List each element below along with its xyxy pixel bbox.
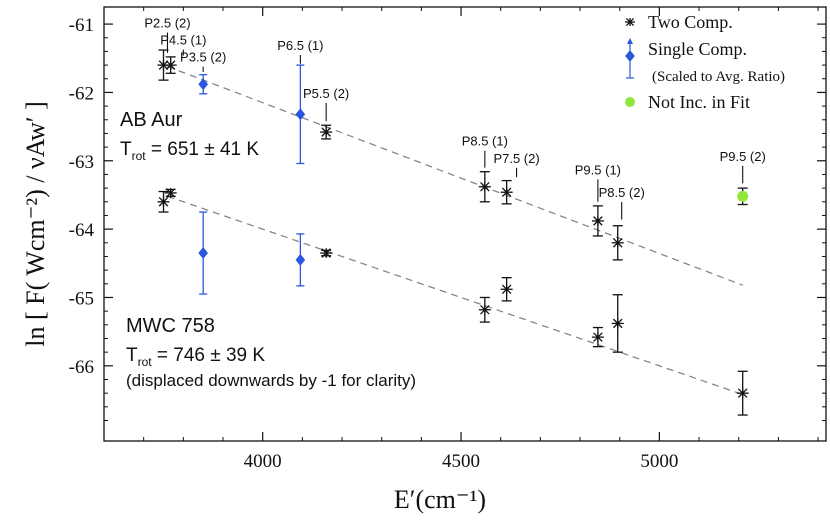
y-tick-label: -62	[69, 83, 94, 104]
line-annotation-label: P4.5 (1)	[160, 33, 206, 48]
legend-marker-two-comp	[625, 17, 635, 27]
asterisk-marker	[320, 248, 333, 258]
circle-marker	[737, 190, 749, 202]
y-tick-label: -61	[69, 15, 94, 36]
data-point-two	[591, 205, 604, 237]
legend-marker-single-comp	[625, 38, 635, 79]
x-tick-label: 4000	[244, 451, 282, 472]
legend: Two Comp. Single Comp. (Scaled to Avg. R…	[625, 12, 785, 112]
asterisk-marker	[478, 304, 491, 315]
x-axis-title: E′(cm⁻¹)	[394, 485, 486, 514]
line-annotation-label: P8.5 (1)	[462, 134, 508, 149]
data-point-two	[320, 124, 333, 140]
data-point-two	[591, 326, 604, 348]
legend-circle-marker	[625, 97, 635, 107]
asterisk-marker	[164, 60, 177, 70]
asterisk-marker	[157, 196, 170, 207]
x-tick-label: 4500	[442, 451, 480, 472]
data-point-two	[157, 190, 170, 213]
data-point-single	[198, 211, 208, 295]
legend-arrow-head	[627, 38, 633, 44]
fit-line	[167, 195, 743, 396]
group-label-ab-aur: AB Aur	[120, 109, 183, 131]
legend-sublabel-single-comp: (Scaled to Avg. Ratio)	[652, 69, 785, 85]
line-annotation-label: P7.5 (2)	[493, 151, 539, 166]
line-annotation-label: P2.5 (2)	[144, 16, 190, 31]
legend-label-single-comp: Single Comp.	[648, 39, 747, 59]
x-tick-label: 5000	[640, 451, 678, 472]
asterisk-marker	[625, 17, 635, 27]
line-annotation-label: P3.5 (2)	[180, 50, 226, 65]
group-label-mwc-758: MWC 758	[126, 315, 215, 337]
line-annotation-label: P9.5 (1)	[575, 162, 621, 177]
legend-label-two-comp: Two Comp.	[648, 12, 733, 32]
diamond-marker	[198, 247, 208, 260]
asterisk-marker	[611, 318, 624, 329]
line-annotation-label: P8.5 (2)	[599, 185, 645, 200]
asterisk-marker	[591, 332, 604, 342]
data-point-single	[295, 64, 306, 165]
line-annotation-label: P9.5 (2)	[720, 149, 766, 164]
asterisk-marker	[320, 127, 333, 137]
data-point-two	[164, 188, 177, 198]
axis-ticks: 4000 4500 5000 -66 -65 -64 -63 -62 -61	[69, 7, 826, 472]
trot-label-mwc-758: Trot = 746 ± 39 K	[126, 345, 265, 369]
data-point-two	[611, 294, 624, 353]
displacement-note: (displaced downwards by -1 for clarity)	[126, 371, 416, 390]
asterisk-marker	[736, 388, 749, 398]
y-tick-label: -65	[69, 288, 94, 309]
asterisk-marker	[500, 187, 513, 198]
data-point-excluded	[737, 187, 749, 206]
y-axis-title: ln [ F( Wcm⁻²) / νAw′ ]	[21, 101, 50, 347]
data-point-single	[295, 233, 306, 287]
asterisk-marker	[591, 216, 604, 226]
trot-label-ab-aur: Trot = 651 ± 41 K	[120, 139, 259, 163]
fit-line	[167, 65, 743, 286]
data-point-two	[157, 49, 170, 81]
data-points	[157, 49, 749, 416]
data-point-two	[611, 225, 624, 261]
data-point-two	[164, 56, 177, 74]
data-point-two	[500, 179, 513, 205]
line-annotation-label: P5.5 (2)	[303, 86, 349, 101]
diamond-marker	[295, 108, 306, 121]
line-annotation-label: P6.5 (1)	[277, 38, 323, 53]
data-point-single	[198, 74, 208, 95]
fit-lines	[167, 65, 743, 396]
y-tick-label: -64	[69, 220, 95, 241]
data-point-two	[320, 248, 333, 258]
asterisk-marker	[478, 181, 491, 192]
asterisk-marker	[611, 237, 624, 248]
data-point-two	[500, 277, 513, 302]
plot-frame	[103, 6, 827, 442]
y-tick-label: -66	[69, 357, 94, 378]
legend-marker-not-inc	[625, 97, 635, 107]
diamond-marker	[295, 253, 306, 266]
data-point-two	[736, 370, 749, 416]
asterisk-marker	[500, 284, 513, 295]
data-point-two	[478, 296, 491, 323]
legend-label-not-inc: Not Inc. in Fit	[648, 92, 750, 112]
diamond-marker	[198, 78, 208, 91]
line-annotations: P2.5 (2) P4.5 (1) P3.5 (2) P6.5 (1) P5.5 (2)…	[144, 16, 766, 220]
y-tick-label: -63	[69, 152, 94, 173]
diamond-marker	[625, 50, 635, 62]
asterisk-marker	[164, 188, 177, 198]
data-point-two	[478, 171, 491, 203]
